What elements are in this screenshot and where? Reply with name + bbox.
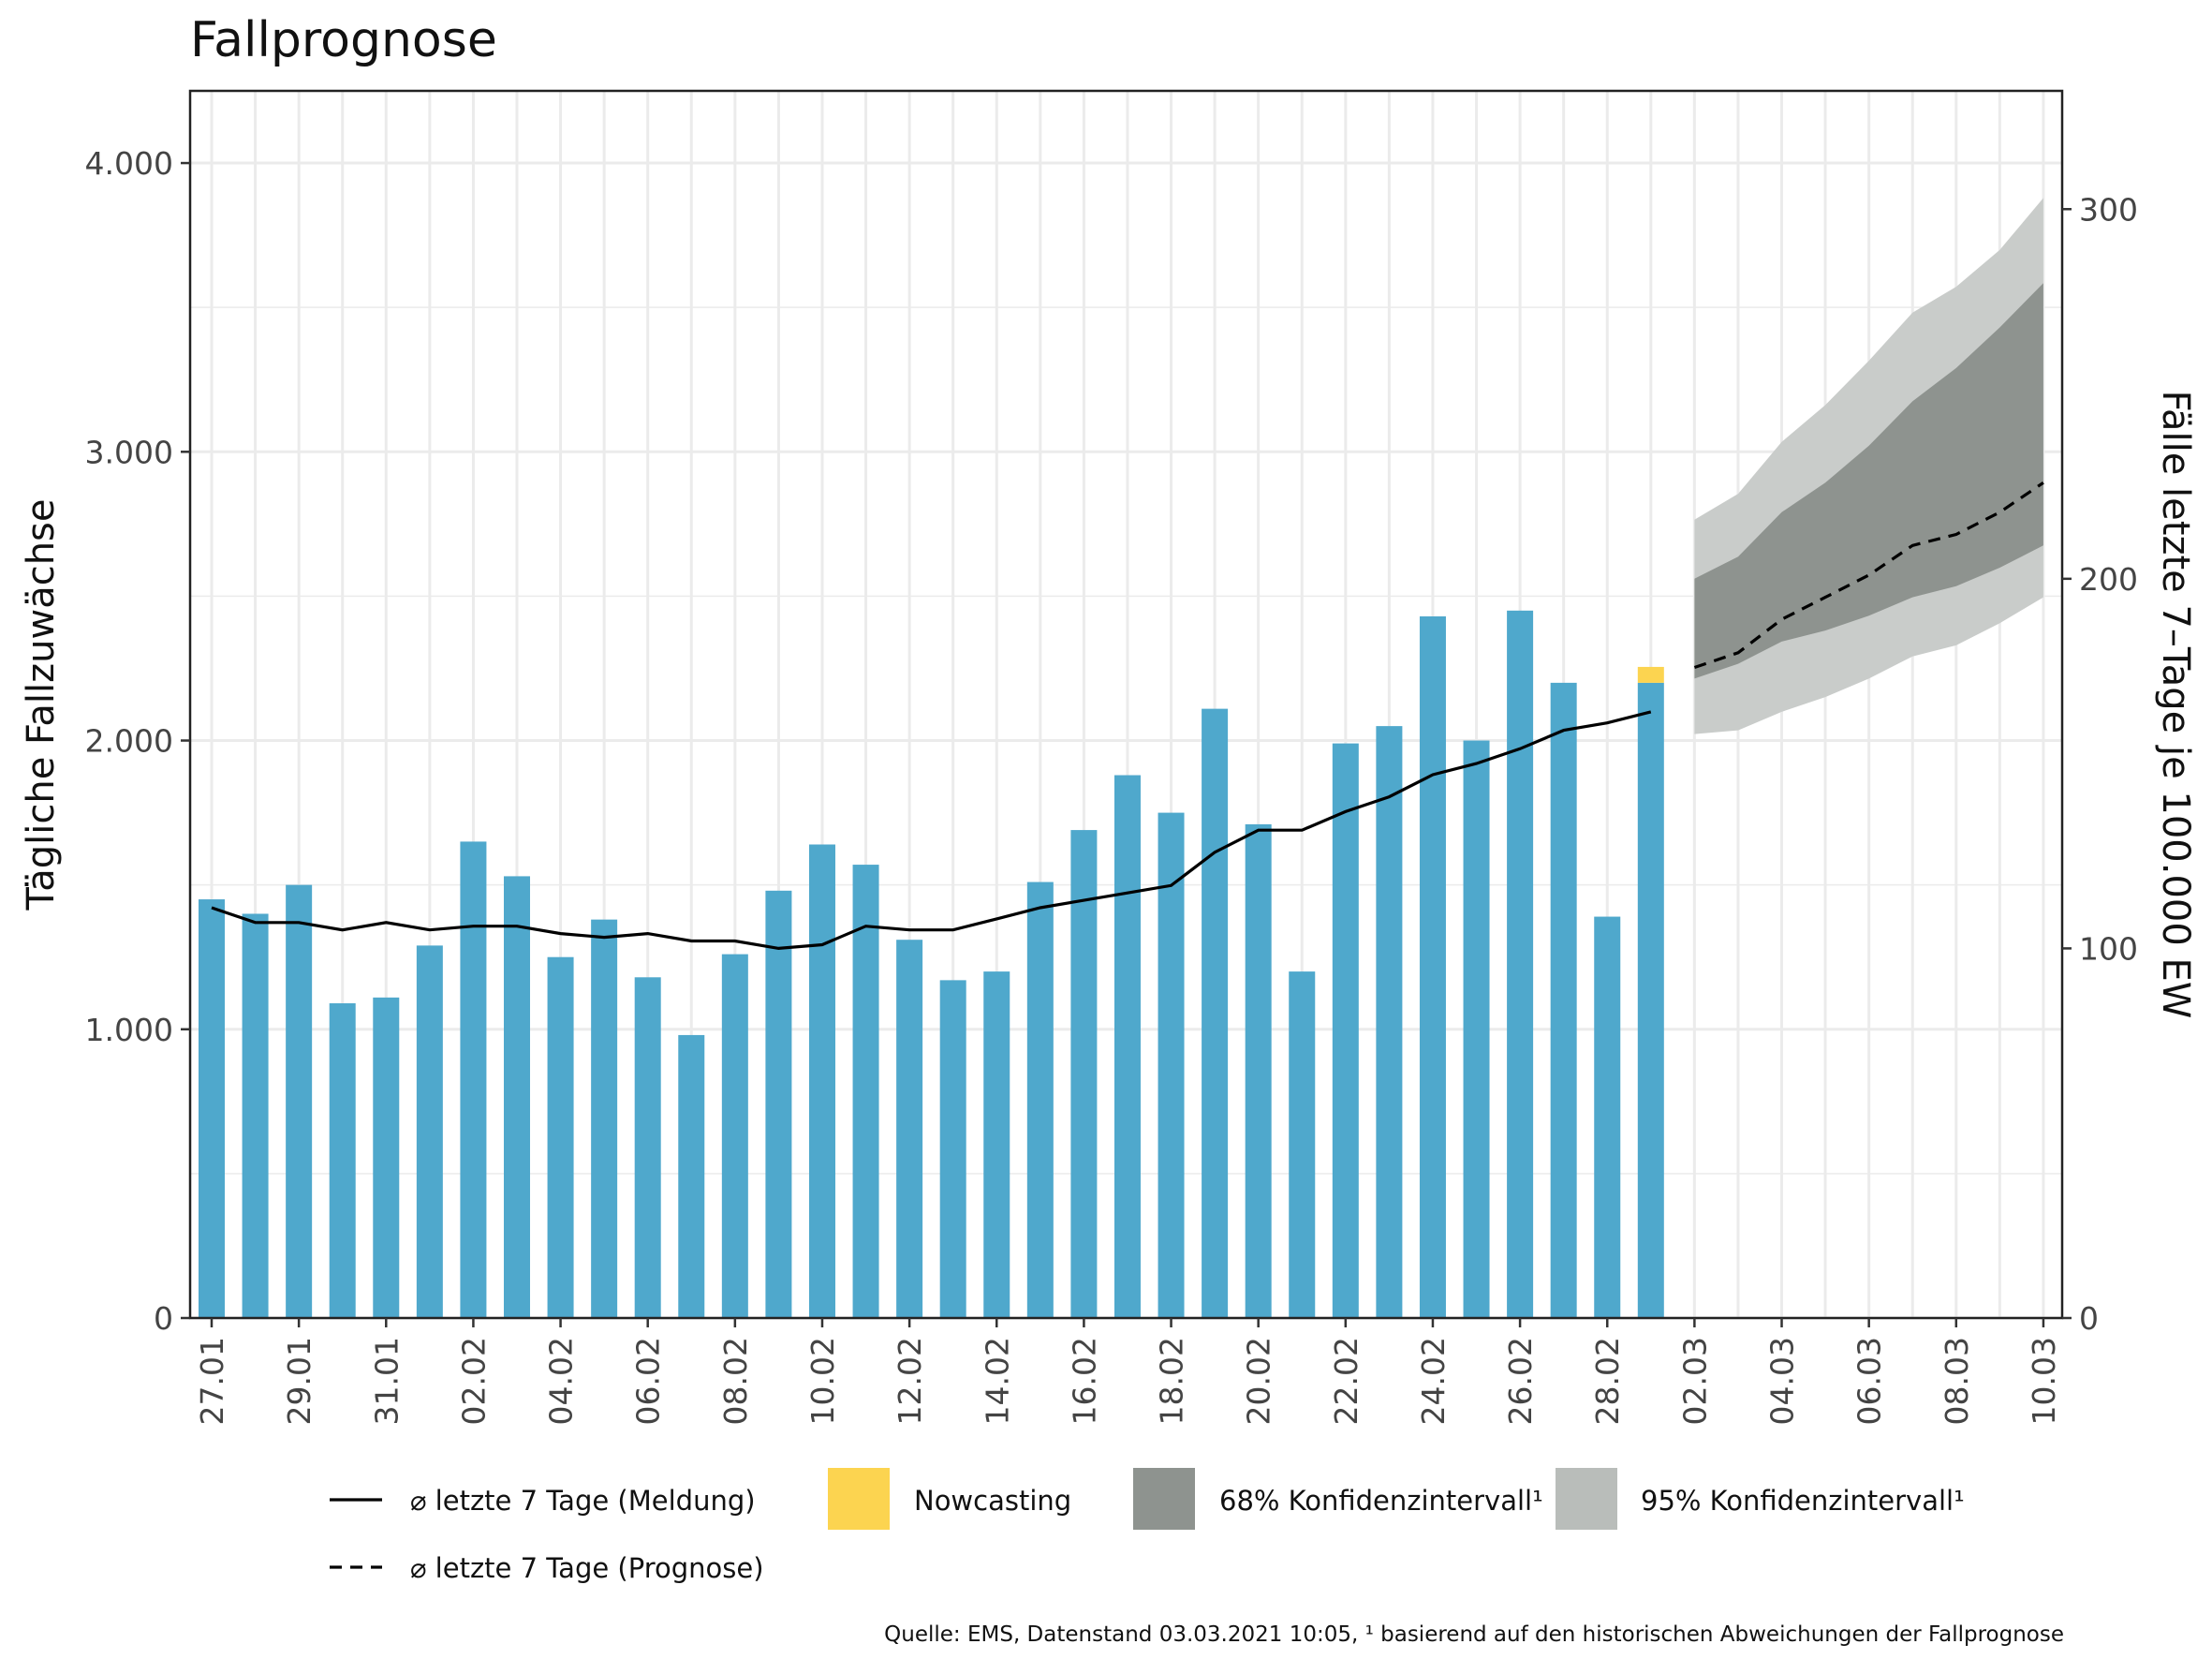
x-tick-label: 04.03: [1764, 1337, 1801, 1425]
y-tick-label: 2.000: [85, 723, 173, 760]
bar: [286, 884, 313, 1318]
x-tick-label: 10.02: [804, 1337, 841, 1425]
x-tick-label: 10.03: [2026, 1337, 2062, 1425]
x-tick-label: 04.02: [543, 1337, 580, 1425]
legend-swatch-ci95: [1556, 1468, 1617, 1530]
chart-title: Fallprognose: [190, 12, 497, 68]
ci68-band: [1694, 283, 2043, 679]
bar: [1113, 775, 1141, 1318]
confidence-bands: [1694, 198, 2043, 734]
y-tick-label: 0: [154, 1300, 173, 1337]
y2-tick-label: 0: [2079, 1300, 2099, 1337]
legend-label: 95% Konfidenzintervall¹: [1641, 1485, 1965, 1517]
y2-tick-label: 200: [2079, 561, 2138, 598]
x-tick-label: 06.03: [1851, 1337, 1888, 1425]
x-tick-label: 28.02: [1589, 1337, 1626, 1425]
bar: [1289, 971, 1316, 1318]
legend-label: ⌀ letzte 7 Tage (Meldung): [410, 1485, 756, 1517]
legend-swatch-ci68: [1133, 1468, 1195, 1530]
bar: [721, 954, 748, 1318]
bar: [765, 890, 792, 1318]
bar: [1637, 682, 1664, 1318]
bar: [503, 876, 530, 1318]
x-tick-label: 12.02: [892, 1337, 928, 1425]
legend-label: ⌀ letzte 7 Tage (Prognose): [410, 1552, 764, 1584]
legend-label: 68% Konfidenzintervall¹: [1219, 1485, 1543, 1517]
x-tick-label: 22.02: [1328, 1337, 1364, 1425]
bar: [983, 971, 1010, 1318]
plot-frame: [188, 89, 2064, 1320]
x-tick-label: 20.02: [1241, 1337, 1277, 1425]
bar: [1550, 682, 1577, 1318]
bar: [808, 844, 835, 1318]
x-tick-label: 26.02: [1502, 1337, 1539, 1425]
y-axis-label: Tägliche Fallzuwächse: [20, 498, 63, 911]
bar: [1070, 830, 1098, 1318]
bar: [852, 865, 879, 1318]
bar: [242, 913, 269, 1318]
bar: [1594, 916, 1621, 1318]
y-tick-label: 3.000: [85, 434, 173, 470]
bar: [896, 940, 923, 1318]
bar: [1376, 726, 1403, 1318]
bar: [547, 956, 574, 1318]
bar: [1202, 708, 1229, 1318]
lines: [211, 481, 2044, 951]
x-tick-label: 14.02: [979, 1337, 1015, 1425]
legend-swatch-nowcasting: [828, 1468, 890, 1530]
bar: [1507, 610, 1534, 1318]
bar: [1158, 812, 1185, 1318]
bar: [634, 977, 661, 1318]
y-tick-label: 1.000: [85, 1012, 173, 1048]
y2-axis-label: Fälle letzte 7–Tage je 100.000 EW: [2154, 391, 2197, 1019]
bar: [1463, 740, 1490, 1318]
x-tick-label: 08.02: [717, 1337, 754, 1425]
source-note: Quelle: EMS, Datenstand 03.03.2021 10:05…: [884, 1622, 2064, 1647]
bar: [1026, 881, 1054, 1318]
x-tick-label: 06.02: [630, 1337, 667, 1425]
x-tick-label: 29.01: [281, 1337, 317, 1425]
bars: [199, 610, 1664, 1318]
x-tick-label: 24.02: [1415, 1337, 1452, 1425]
x-tick-label: 31.01: [368, 1337, 405, 1425]
avg-7day-line: [211, 710, 1652, 951]
avg-7day-forecast-line: [1693, 481, 2044, 670]
bar: [416, 945, 443, 1318]
y-tick-label: 4.000: [85, 145, 173, 182]
bar: [1419, 615, 1446, 1318]
bar: [460, 841, 487, 1318]
legend: ⌀ letzte 7 Tage (Meldung) Nowcasting 68% K…: [330, 1468, 1965, 1584]
bar: [939, 980, 966, 1318]
x-tick-label: 16.02: [1066, 1337, 1102, 1425]
legend-label: Nowcasting: [914, 1485, 1071, 1517]
x-tick-label: 02.02: [455, 1337, 492, 1425]
y2-tick-label: 100: [2079, 930, 2138, 967]
axes: 0 1.000 2.000 3.000 4.000 0 100 200 300 27.01 29.0…: [85, 145, 2138, 1425]
bar: [1332, 743, 1359, 1318]
bar: [678, 1034, 705, 1318]
x-tick-label: 27.01: [194, 1337, 230, 1425]
nowcasting-bar: [1637, 666, 1664, 683]
bar: [1245, 823, 1272, 1318]
bar: [329, 1003, 356, 1318]
y2-tick-label: 300: [2079, 191, 2138, 228]
x-tick-label: 02.03: [1676, 1337, 1713, 1425]
x-tick-label: 18.02: [1154, 1337, 1190, 1425]
bar: [199, 899, 225, 1318]
bar: [373, 997, 400, 1318]
bar: [591, 919, 618, 1318]
x-tick-label: 08.03: [1939, 1337, 1975, 1425]
